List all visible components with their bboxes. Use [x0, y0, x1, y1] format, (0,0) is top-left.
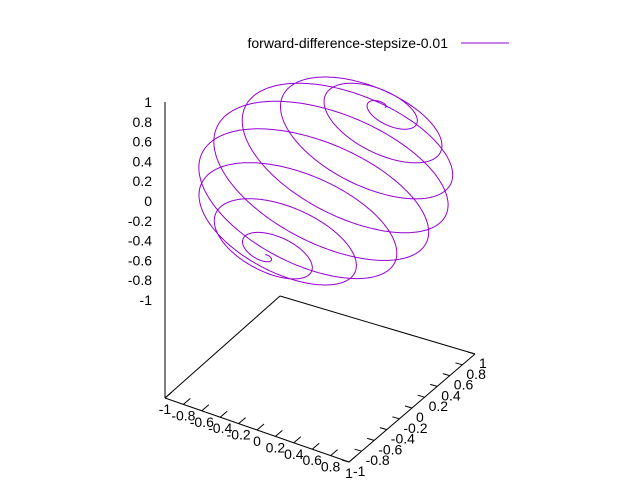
z-tick-label: 1	[144, 94, 152, 110]
x-tick-label: -1	[159, 401, 172, 417]
y-tick-mark	[341, 459, 350, 463]
x-tick-label: -0.2	[227, 427, 251, 443]
z-tick-label: -1	[140, 292, 153, 308]
y-axis-ticks: -1-0.8-0.6-0.4-0.200.20.40.60.81	[341, 351, 487, 479]
x-tick-mark	[293, 436, 302, 444]
x-tick-mark	[348, 455, 357, 463]
y-tick-mark	[455, 362, 463, 366]
x-tick-label: 0.8	[321, 459, 341, 475]
x-tick-mark	[330, 449, 338, 456]
y-tick-label: 0.4	[441, 387, 461, 403]
x-tick-label: 1	[345, 465, 353, 480]
y-tick-mark	[430, 383, 438, 387]
y-tick-label: -0.8	[366, 452, 390, 468]
y-tick-label: 1	[479, 355, 487, 371]
series-line	[198, 76, 454, 286]
z-tick-label: 0	[144, 193, 152, 209]
z-tick-label: 0.6	[133, 134, 153, 150]
y-tick-mark	[442, 373, 450, 377]
y-tick-label: 0.8	[466, 366, 486, 382]
x-tick-label: -0.6	[190, 414, 214, 430]
base-axis-back-left	[164, 295, 281, 399]
y-tick-mark	[392, 416, 400, 420]
legend-label: forward-difference-stepsize-0.01	[247, 35, 448, 51]
y-tick-mark	[379, 427, 387, 431]
base-axis-back-right	[279, 295, 476, 355]
z-tick-label: -0.4	[128, 233, 152, 249]
x-tick-mark	[311, 442, 320, 450]
y-tick-label: -0.4	[391, 431, 415, 447]
y-tick-mark	[404, 405, 413, 409]
z-tick-label: 0.8	[133, 114, 153, 130]
z-axis-ticks: 1 0.8 0.6 0.4 0.2 0 -0.2 -0.4 -0.6 -0.8 -1	[128, 94, 152, 308]
z-tick-label: -0.6	[128, 252, 152, 268]
x-tick-mark	[275, 430, 283, 437]
y-tick-label: 0.6	[454, 377, 474, 393]
y-tick-mark	[417, 394, 425, 398]
x-tick-mark	[201, 404, 210, 412]
y-tick-label: -0.6	[378, 441, 402, 457]
x-axis-ticks: -1 -0.8-0.6-0.4-0.2 0 0.20.40.60.8 1	[159, 391, 357, 480]
x-tick-label: 0.2	[266, 439, 286, 455]
x-tick-mark	[164, 391, 173, 399]
z-tick-label: -0.8	[128, 272, 152, 288]
y-tick-label: 0	[416, 409, 424, 425]
y-tick-mark	[367, 437, 375, 441]
z-tick-label: -0.2	[128, 213, 152, 229]
x-tick-label: -0.8	[171, 407, 195, 423]
x-tick-label: -0.4	[208, 420, 232, 436]
z-tick-label: 0.2	[133, 173, 153, 189]
x-tick-mark	[256, 423, 265, 431]
z-tick-label: 0.4	[133, 153, 153, 169]
x-tick-mark	[219, 410, 228, 418]
x-tick-mark	[183, 398, 191, 405]
x-tick-label: 0.4	[284, 446, 304, 462]
y-tick-mark	[354, 448, 362, 452]
y-tick-label: 0.2	[429, 398, 449, 414]
legend: forward-difference-stepsize-0.01	[247, 35, 509, 51]
x-tick-mark	[238, 417, 246, 424]
y-tick-label: -0.2	[403, 420, 427, 436]
y-tick-label: -1	[353, 463, 366, 479]
x-tick-label: 0	[253, 433, 261, 449]
y-tick-mark	[467, 351, 476, 355]
x-tick-label: 0.6	[302, 452, 322, 468]
